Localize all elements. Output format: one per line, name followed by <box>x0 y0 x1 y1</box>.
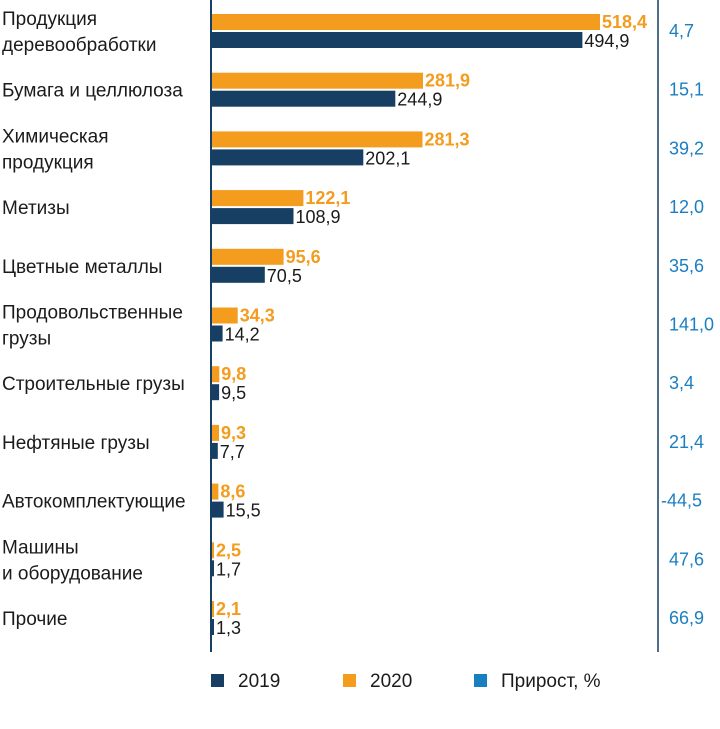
legend-swatch <box>474 674 487 687</box>
category-label: и оборудование <box>2 563 143 584</box>
bar-2020 <box>212 72 423 89</box>
legend-label: Прирост, % <box>501 671 601 692</box>
growth-value: 141,0 <box>669 315 714 335</box>
growth-value: 47,6 <box>669 549 704 569</box>
legend-swatch <box>211 674 224 687</box>
growth-value: 4,7 <box>669 21 694 41</box>
bar-2020 <box>212 542 214 559</box>
category-label: Строительные грузы <box>2 374 185 395</box>
category-label: Продовольственные <box>2 303 183 324</box>
bar-2019 <box>212 266 265 283</box>
bar-2020 <box>212 307 238 324</box>
category-label: Цветные металлы <box>2 257 162 278</box>
category-label: продукция <box>2 152 94 173</box>
value-label-2019: 108,9 <box>296 207 341 227</box>
bar-2020 <box>212 131 423 148</box>
category-label: Метизы <box>2 198 70 219</box>
bar-2019 <box>212 325 223 342</box>
bar-2019 <box>212 32 583 48</box>
value-label-2020: 8,6 <box>220 482 245 502</box>
value-label-2019: 15,5 <box>226 501 261 521</box>
value-label-2020: 518,4 <box>602 12 647 32</box>
value-label-2019: 494,9 <box>584 31 629 51</box>
bar-2020 <box>212 366 220 383</box>
value-label-2019: 9,5 <box>221 383 246 403</box>
bar-2019 <box>212 619 214 635</box>
category-label: Бумага и целлюлоза <box>2 81 183 102</box>
value-label-2020: 122,1 <box>305 188 350 208</box>
value-label-2019: 244,9 <box>397 90 442 110</box>
growth-value: 3,4 <box>669 373 694 393</box>
value-label-2020: 95,6 <box>286 247 321 267</box>
category-label: деревообработки <box>2 35 156 56</box>
value-label-2020: 2,5 <box>216 540 241 560</box>
value-label-2020: 281,9 <box>425 71 470 91</box>
category-label: Автокомплектующие <box>2 492 186 513</box>
legend-swatch <box>343 674 356 687</box>
bar-2019 <box>212 442 218 459</box>
bar-2019 <box>212 208 294 225</box>
category-label: Нефтяные грузы <box>2 433 150 454</box>
growth-value: 39,2 <box>669 138 704 158</box>
category-label: грузы <box>2 329 51 350</box>
growth-value: 21,4 <box>669 432 704 452</box>
value-label-2019: 14,2 <box>225 325 260 345</box>
value-label-2019: 70,5 <box>267 266 302 286</box>
bar-2020 <box>212 248 284 265</box>
value-label-2019: 1,7 <box>216 559 241 579</box>
bar-2020 <box>212 601 214 617</box>
value-label-2020: 9,3 <box>221 423 246 443</box>
value-label-2020: 281,3 <box>425 129 470 149</box>
bar-2019 <box>212 501 224 518</box>
bar-2020 <box>212 14 600 30</box>
bar-2020 <box>212 424 219 441</box>
legend-label: 2019 <box>238 671 280 692</box>
category-label: Прочие <box>2 609 67 630</box>
legend-label: 2020 <box>370 671 412 692</box>
value-label-2020: 2,1 <box>216 599 241 619</box>
value-label-2020: 9,8 <box>221 364 246 384</box>
growth-value: 12,0 <box>669 197 704 217</box>
growth-value: 35,6 <box>669 256 704 276</box>
value-label-2020: 34,3 <box>240 306 275 326</box>
growth-value: 66,9 <box>669 608 704 628</box>
category-label: Машины <box>2 537 79 558</box>
bar-2020 <box>212 190 304 207</box>
value-label-2019: 1,3 <box>216 618 241 638</box>
value-label-2019: 7,7 <box>220 442 245 462</box>
bar-2019 <box>212 90 396 107</box>
bar-2020 <box>212 483 219 500</box>
bar-2019 <box>212 384 220 401</box>
growth-value: 15,1 <box>669 80 704 100</box>
bar-2019 <box>212 149 364 166</box>
growth-value: -44,5 <box>661 491 702 511</box>
category-label: Химическая <box>2 126 109 147</box>
bar-2019 <box>212 560 214 577</box>
category-label: Продукция <box>2 9 97 30</box>
value-label-2019: 202,1 <box>365 148 410 168</box>
